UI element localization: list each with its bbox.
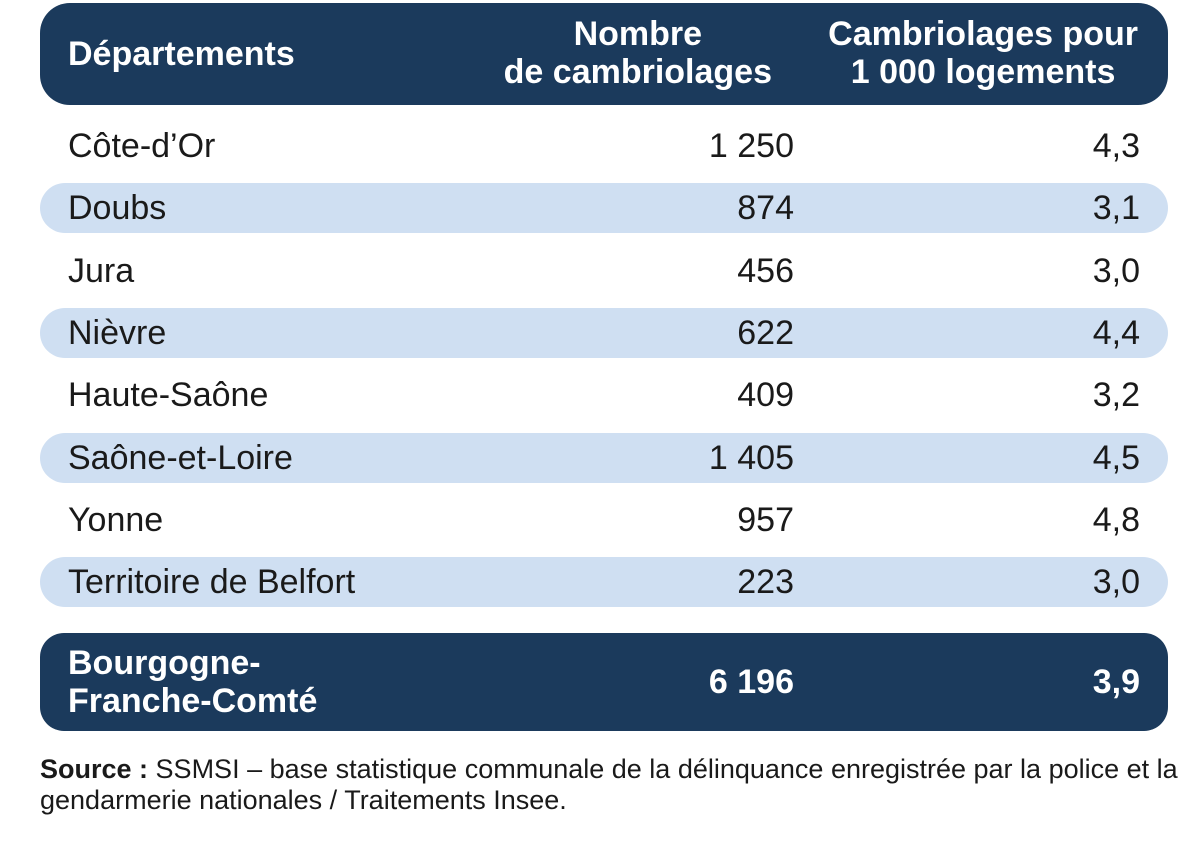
- total-name: Bourgogne- Franche-Comté: [68, 644, 318, 720]
- cell-taux: 3,0: [1092, 563, 1140, 601]
- table-header: Départements Nombre de cambriolages Camb…: [40, 3, 1168, 105]
- cell-nombre: 1 250: [708, 127, 794, 165]
- table-row: Yonne 957 4,8: [40, 495, 1168, 545]
- cell-taux: 4,3: [1092, 127, 1140, 165]
- cell-departement: Saône-et-Loire: [68, 439, 293, 477]
- table-row: Nièvre 622 4,4: [40, 308, 1168, 358]
- total-rate: 3,9: [1092, 663, 1140, 701]
- source-note: Source : SSMSI – base statistique commun…: [40, 754, 1180, 816]
- cell-taux: 3,0: [1092, 252, 1140, 290]
- table-row: Doubs 874 3,1: [40, 183, 1168, 233]
- table-row: Territoire de Belfort 223 3,0: [40, 557, 1168, 607]
- cell-departement: Doubs: [68, 189, 167, 227]
- cell-taux: 4,4: [1092, 314, 1140, 352]
- cell-departement: Côte-d’Or: [68, 127, 216, 165]
- cell-taux: 4,8: [1092, 501, 1140, 539]
- cell-departement: Jura: [68, 252, 135, 290]
- cell-departement: Nièvre: [68, 314, 167, 352]
- total-row: Bourgogne- Franche-Comté 6 196 3,9: [40, 633, 1168, 731]
- cell-departement: Territoire de Belfort: [68, 563, 356, 601]
- table-row: Haute-Saône 409 3,2: [40, 370, 1168, 420]
- cell-nombre: 456: [737, 252, 794, 290]
- cell-nombre: 874: [737, 189, 794, 227]
- cell-taux: 4,5: [1092, 439, 1140, 477]
- table-row: Saône-et-Loire 1 405 4,5: [40, 433, 1168, 483]
- cell-nombre: 622: [737, 314, 794, 352]
- table-row: Jura 456 3,0: [40, 246, 1168, 296]
- cell-nombre: 223: [737, 563, 794, 601]
- source-label: Source :: [40, 754, 149, 784]
- cell-departement: Yonne: [68, 501, 164, 539]
- table-row: Côte-d’Or 1 250 4,3: [40, 121, 1168, 171]
- cell-taux: 3,1: [1092, 189, 1140, 227]
- source-text: SSMSI – base statistique communale de la…: [40, 754, 1178, 815]
- cell-taux: 3,2: [1092, 376, 1140, 414]
- column-header-nombre: Nombre de cambriolages: [503, 15, 772, 91]
- column-header-departements: Départements: [68, 35, 295, 73]
- cell-departement: Haute-Saône: [68, 376, 269, 414]
- column-header-taux: Cambriolages pour 1 000 logements: [828, 15, 1138, 91]
- total-count: 6 196: [708, 663, 794, 701]
- cell-nombre: 1 405: [708, 439, 794, 477]
- cell-nombre: 409: [737, 376, 794, 414]
- cell-nombre: 957: [737, 501, 794, 539]
